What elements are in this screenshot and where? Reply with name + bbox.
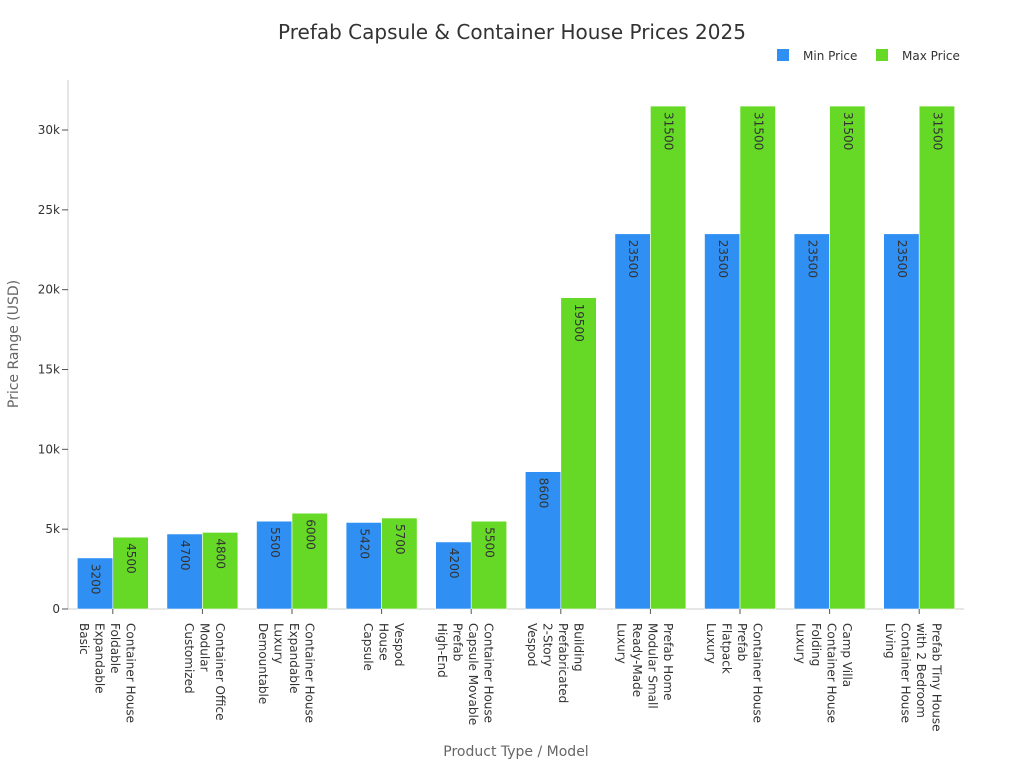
- x-tick-label: High-End: [435, 623, 449, 678]
- x-tick-label: Customized: [182, 623, 196, 694]
- x-tick-label: Luxury: [704, 623, 718, 664]
- data-label: 8600: [537, 478, 551, 509]
- chart-title: Prefab Capsule & Container House Prices …: [278, 20, 746, 44]
- x-tick-label: Building: [571, 623, 585, 672]
- bar-max: [560, 297, 597, 610]
- bar-max: [650, 105, 687, 610]
- data-label: 4700: [178, 540, 192, 571]
- bar-min: [614, 233, 651, 610]
- bar-min: [883, 233, 920, 610]
- data-label: 31500: [930, 112, 944, 150]
- data-label: 23500: [895, 240, 909, 278]
- x-tick-label: Camp Villa: [840, 623, 854, 687]
- x-tick-label: Expandable: [92, 623, 106, 694]
- bar-min: [704, 233, 741, 610]
- x-tick-label: Container House: [123, 623, 137, 723]
- data-label: 23500: [805, 240, 819, 278]
- data-label: 31500: [751, 112, 765, 150]
- y-tick-label: 20k: [38, 283, 60, 297]
- data-label: 4500: [124, 543, 138, 574]
- legend-label: Min Price: [803, 49, 857, 63]
- x-tick-label: Prefab: [735, 623, 749, 661]
- x-tick-label: Living: [883, 623, 897, 659]
- bar-max: [291, 512, 328, 610]
- x-tick-label: 2-Story: [540, 623, 554, 667]
- data-label: 31500: [662, 112, 676, 150]
- x-tick-label: Basic: [77, 623, 91, 655]
- x-tick-label: Luxury: [614, 623, 628, 664]
- bar-min: [345, 522, 382, 610]
- data-label: 5700: [393, 524, 407, 555]
- bar-max: [202, 532, 239, 610]
- data-label: 6000: [303, 519, 317, 550]
- y-tick-label: 15k: [38, 363, 60, 377]
- x-tick-label: Vespod: [525, 623, 539, 667]
- x-tick-label: Capsule Movable: [466, 623, 480, 725]
- bar-min: [524, 471, 562, 610]
- x-tick-label: Container House: [899, 623, 913, 723]
- bar-max: [829, 105, 866, 610]
- y-tick-label: 30k: [38, 123, 60, 137]
- x-tick-label: Prefab: [451, 623, 465, 661]
- bar-min: [256, 520, 293, 610]
- bar-max: [918, 105, 956, 610]
- data-label: 23500: [716, 240, 730, 278]
- data-label: 4800: [214, 538, 228, 569]
- y-axis-title: Price Range (USD): [6, 280, 22, 408]
- x-tick-label: House: [377, 623, 391, 661]
- x-tick-label: Luxury: [272, 623, 286, 664]
- bar-min: [793, 233, 830, 610]
- x-tick-label: Prefab Tiny House: [930, 623, 944, 732]
- data-label: 23500: [626, 240, 640, 278]
- x-tick-label: Modular: [197, 623, 211, 672]
- bar-max: [381, 517, 418, 610]
- x-tick-label: Modular Small: [645, 623, 659, 709]
- x-tick-label: Vespod: [392, 623, 406, 667]
- legend-swatch: [876, 49, 888, 61]
- data-label: 19500: [572, 304, 586, 342]
- data-label: 31500: [841, 112, 855, 150]
- bar-max: [112, 536, 149, 610]
- x-tick-label: Capsule: [361, 623, 375, 671]
- x-tick-label: Ready-Made: [630, 623, 644, 697]
- data-label: 4200: [447, 548, 461, 579]
- y-tick-label: 0: [52, 602, 60, 616]
- x-tick-label: Container House: [825, 623, 839, 723]
- x-tick-label: Luxury: [794, 623, 808, 664]
- x-tick-label: Flatpack: [720, 623, 734, 674]
- legend-label: Max Price: [902, 49, 960, 63]
- bar-min: [77, 557, 114, 610]
- y-tick-label: 10k: [38, 442, 60, 456]
- x-tick-label: Expandable: [287, 623, 301, 694]
- data-label: 3200: [89, 564, 103, 595]
- bar-max: [739, 105, 776, 610]
- bar-min: [166, 533, 203, 610]
- bar-max: [470, 520, 508, 610]
- x-tick-label: Container House: [303, 623, 317, 723]
- x-tick-label: Prefab Home: [661, 623, 675, 701]
- x-tick-label: Container Office: [213, 623, 227, 720]
- x-tick-label: Folding: [809, 623, 823, 666]
- x-axis-title: Product Type / Model: [443, 744, 588, 760]
- y-tick-label: 25k: [38, 203, 60, 217]
- x-tick-label: Container House: [482, 623, 496, 723]
- x-tick-label: with 2 Bedroom: [914, 623, 928, 718]
- data-label: 5420: [357, 528, 371, 559]
- data-label: 5500: [482, 527, 496, 558]
- data-label: 5500: [268, 527, 282, 558]
- x-tick-label: Container House: [751, 623, 765, 723]
- x-tick-label: Foldable: [108, 623, 122, 673]
- x-tick-label: Demountable: [256, 623, 270, 704]
- bar-min: [435, 541, 472, 610]
- y-tick-label: 5k: [45, 522, 60, 536]
- legend-swatch: [777, 49, 789, 61]
- x-tick-label: Prefabricated: [556, 623, 570, 703]
